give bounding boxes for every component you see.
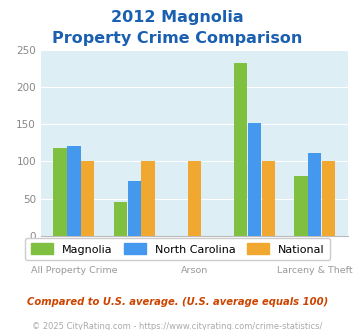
Text: 2012 Magnolia: 2012 Magnolia	[111, 10, 244, 25]
Text: © 2025 CityRating.com - https://www.cityrating.com/crime-statistics/: © 2025 CityRating.com - https://www.city…	[32, 322, 323, 330]
Text: All Property Crime: All Property Crime	[31, 266, 117, 275]
Bar	[127, 181, 141, 236]
Bar	[54, 148, 67, 236]
Bar	[67, 147, 81, 236]
Bar	[248, 122, 261, 236]
Text: Larceny & Theft: Larceny & Theft	[277, 266, 353, 275]
Bar	[141, 161, 155, 236]
Text: Motor Vehicle Theft: Motor Vehicle Theft	[88, 251, 180, 260]
Bar	[322, 161, 335, 236]
Text: Compared to U.S. average. (U.S. average equals 100): Compared to U.S. average. (U.S. average …	[27, 297, 328, 307]
Text: Property Crime Comparison: Property Crime Comparison	[52, 31, 303, 46]
Legend: Magnolia, North Carolina, National: Magnolia, North Carolina, National	[25, 238, 330, 260]
Text: Burglary: Burglary	[234, 251, 275, 260]
Bar	[308, 153, 321, 236]
Bar	[234, 63, 247, 236]
Bar	[188, 161, 201, 236]
Bar	[81, 161, 94, 236]
Bar	[262, 161, 275, 236]
Bar	[114, 202, 127, 236]
Bar	[294, 176, 307, 236]
Text: Arson: Arson	[181, 266, 208, 275]
